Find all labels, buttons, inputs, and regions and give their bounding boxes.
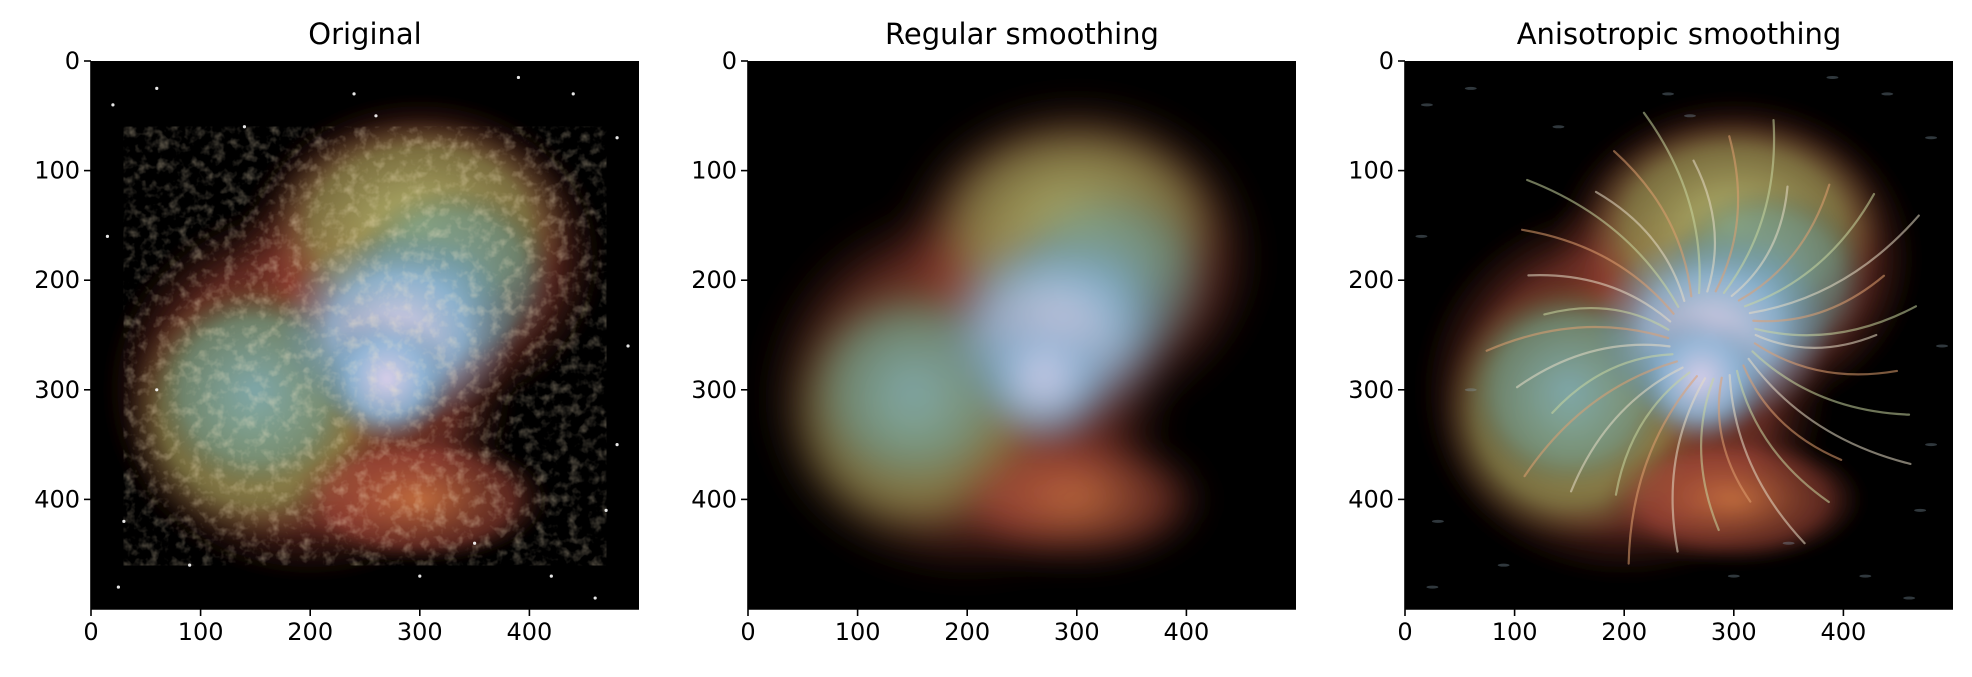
x-tick-label: 0 bbox=[83, 618, 98, 646]
x-tick-label: 300 bbox=[1711, 618, 1757, 646]
y-tick-label: 0 bbox=[1379, 47, 1394, 75]
panel-regular: Regular smoothing 0 100 200 300 400 0 100 200 300… bbox=[691, 17, 1296, 646]
y-tick-label: 400 bbox=[691, 485, 737, 513]
x-tick-label: 100 bbox=[1492, 618, 1538, 646]
y-tick-label: 200 bbox=[1348, 266, 1394, 294]
panel-title-regular: Regular smoothing bbox=[885, 17, 1159, 51]
x-tick-label: 200 bbox=[944, 618, 990, 646]
x-tick-label: 400 bbox=[506, 618, 552, 646]
x-tick-label: 400 bbox=[1163, 618, 1209, 646]
y-tick-label: 200 bbox=[691, 266, 737, 294]
y-tick-label: 0 bbox=[722, 47, 737, 75]
y-tick-label: 100 bbox=[34, 157, 80, 185]
y-tick-label: 0 bbox=[65, 47, 80, 75]
x-tick-label: 200 bbox=[287, 618, 333, 646]
nebula-image-regular bbox=[748, 61, 1296, 609]
panel-anisotropic: Anisotropic smoothing 0 100 200 300 400 0 100 20… bbox=[1348, 17, 1953, 646]
y-tick-label: 100 bbox=[691, 157, 737, 185]
y-tick-label: 100 bbox=[1348, 157, 1394, 185]
panel-original: Original 0 100 200 300 400 0 100 200 300 400 bbox=[34, 17, 639, 646]
x-tick-label: 100 bbox=[835, 618, 881, 646]
x-tick-label: 300 bbox=[1054, 618, 1100, 646]
panel-title-anisotropic: Anisotropic smoothing bbox=[1517, 17, 1842, 51]
y-tick-label: 400 bbox=[34, 485, 80, 513]
y-tick-label: 200 bbox=[34, 266, 80, 294]
x-tick-label: 0 bbox=[740, 618, 755, 646]
nebula-image-original bbox=[91, 61, 639, 609]
x-tick-label: 100 bbox=[178, 618, 224, 646]
nebula-image-anisotropic bbox=[1405, 61, 1953, 609]
panel-title-original: Original bbox=[308, 17, 421, 51]
y-tick-label: 300 bbox=[1348, 376, 1394, 404]
x-tick-label: 400 bbox=[1820, 618, 1866, 646]
y-tick-label: 300 bbox=[34, 376, 80, 404]
y-tick-label: 300 bbox=[691, 376, 737, 404]
y-tick-label: 400 bbox=[1348, 485, 1394, 513]
x-tick-label: 0 bbox=[1397, 618, 1412, 646]
x-tick-label: 200 bbox=[1601, 618, 1647, 646]
x-tick-label: 300 bbox=[397, 618, 443, 646]
